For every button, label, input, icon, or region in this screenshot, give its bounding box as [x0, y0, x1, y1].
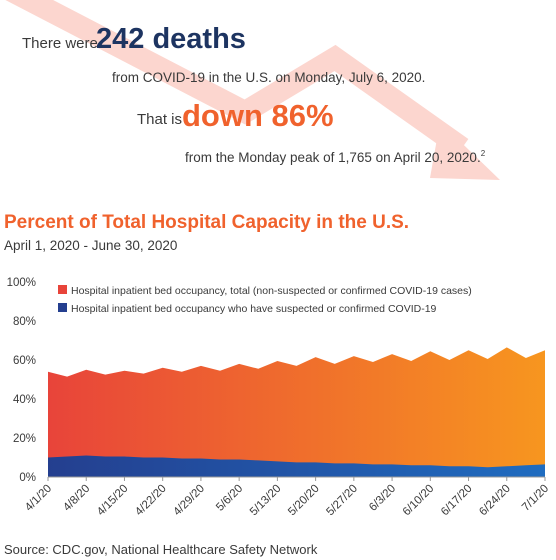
x-tick-label: 4/8/20 [61, 483, 92, 514]
x-tick-label: 5/20/20 [286, 483, 322, 519]
header-text: from the Monday peak of 1,765 on April 2… [185, 150, 481, 165]
x-tick-label: 4/1/20 [23, 483, 54, 514]
x-tick-label: 4/29/20 [171, 483, 207, 519]
x-tick-label: 6/3/20 [367, 483, 398, 514]
y-tick-label: 100% [7, 277, 36, 289]
y-tick-label: 40% [13, 394, 36, 406]
area [48, 455, 545, 477]
header-text: That is [137, 111, 182, 128]
x-tick-label: 5/13/20 [248, 483, 284, 519]
header-highlight: 242 deaths [96, 23, 246, 55]
x-tick-label: 5/27/20 [324, 483, 360, 519]
y-tick-label: 80% [13, 316, 36, 328]
legend-swatch [58, 285, 67, 294]
x-tick-label: 7/1/20 [520, 483, 551, 514]
y-tick-label: 0% [19, 472, 36, 484]
x-tick-label: 4/22/20 [133, 483, 169, 519]
x-tick-label: 6/24/20 [477, 483, 513, 519]
header-text: There were [22, 35, 98, 52]
header-highlight: down 86% [182, 98, 334, 133]
x-tick-label: 5/6/20 [214, 483, 245, 514]
area [48, 347, 545, 477]
x-tick-label: 4/15/20 [95, 483, 131, 519]
source: Source: CDC.gov, National Healthcare Saf… [4, 542, 318, 557]
legend-label: Hospital inpatient bed occupancy who hav… [71, 303, 437, 315]
y-tick-label: 20% [13, 433, 36, 445]
chart-title: Percent of Total Hospital Capacity in th… [4, 212, 409, 233]
x-tick-label: 6/17/20 [439, 483, 475, 519]
header-text: from the Monday peak of 1,765 on April 2… [185, 149, 486, 165]
x-tick-label: 6/10/20 [401, 483, 437, 519]
decorative-arrow [5, 0, 500, 180]
chart-subtitle: April 1, 2020 - June 30, 2020 [4, 238, 177, 253]
legend-label: Hospital inpatient bed occupancy, total … [71, 285, 472, 297]
legend-swatch [58, 303, 67, 312]
header-text: from COVID-19 in the U.S. on Monday, Jul… [112, 70, 425, 85]
footnote: 2 [481, 149, 486, 158]
y-tick-label: 60% [13, 355, 36, 367]
